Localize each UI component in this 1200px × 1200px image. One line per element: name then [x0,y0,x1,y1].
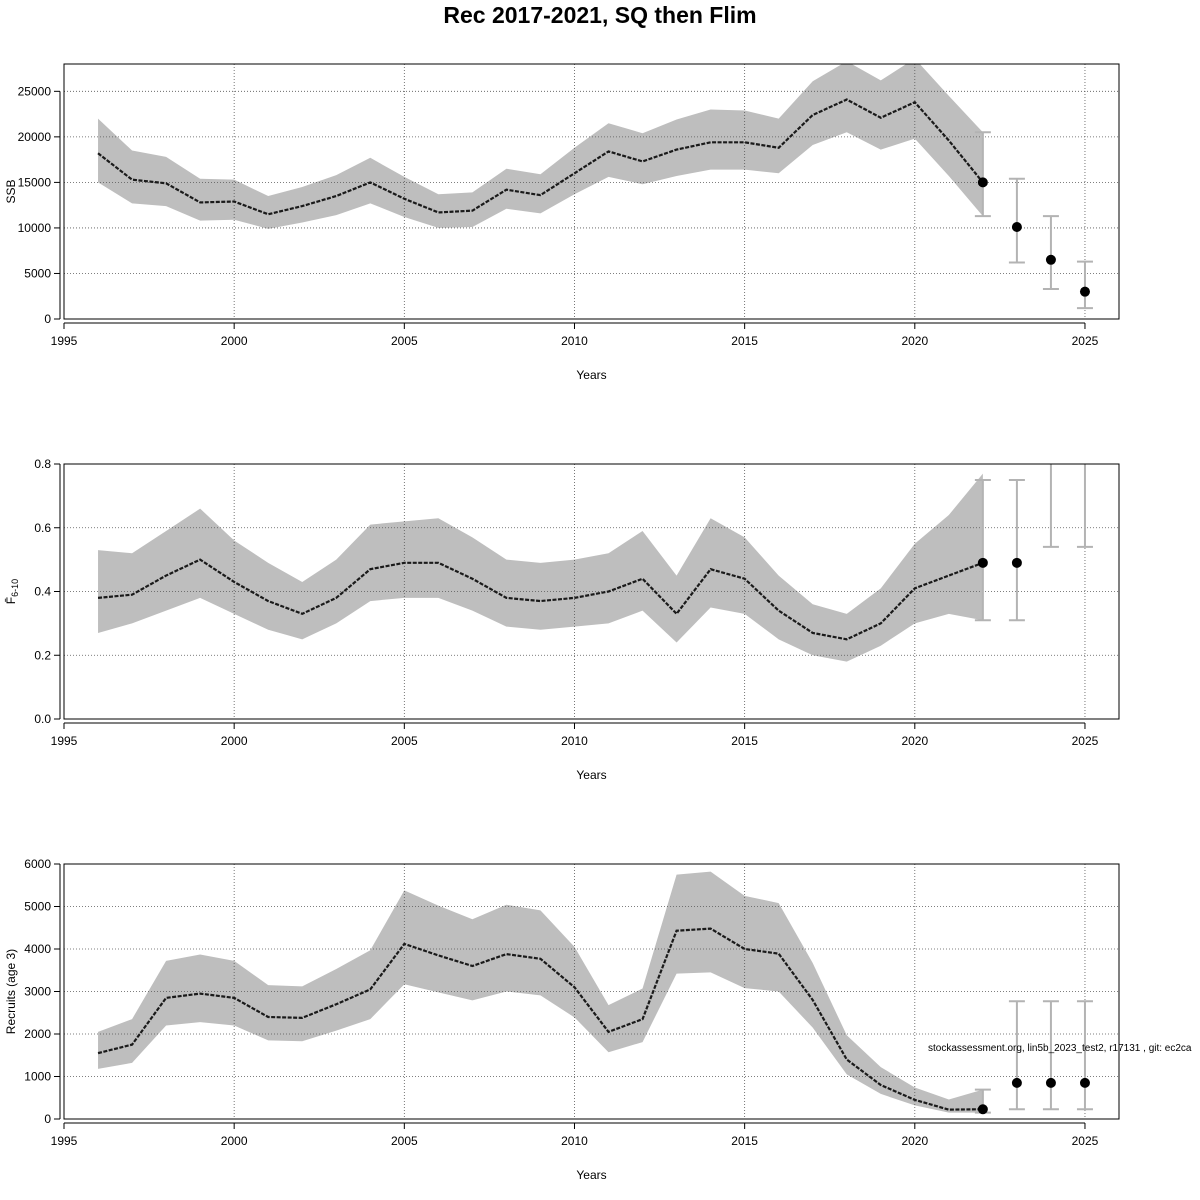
y-axis-label: Recruits (age 3) [4,949,18,1034]
x-axis-label: Years [576,768,606,782]
x-axis-label: Years [576,368,606,382]
y-axis: 0.0 0.2 0.4 0.6 0.8 F̄6-10 [4,457,61,726]
y-tick-label: 5000 [24,900,51,914]
forecast-errorbar [1076,464,1093,548]
plot-area [64,464,1119,719]
x-tick-label: 2015 [731,334,758,348]
x-axis: 1995 2000 2005 2010 2015 2020 2025 Years [51,322,1099,382]
y-axis-label-main: F̄ [4,597,18,604]
y-axis-label: F̄6-10 [4,579,20,604]
y-axis-label-main: SSB [4,179,18,203]
y-axis-label-main: Recruits (age 3) [4,949,18,1034]
recruits-panel: 1995 2000 2005 2010 2015 2020 2025 Years 0 1000 20… [4,857,1120,1182]
x-tick-label: 2005 [391,734,418,748]
forecast-point [1079,1077,1090,1088]
y-tick-label: 6000 [24,857,51,871]
x-axis: 1995 2000 2005 2010 2015 2020 2025 Years [51,722,1099,782]
y-tick-label: 2000 [24,1027,51,1041]
x-tick-label: 2010 [561,734,588,748]
forecast-errorbar [974,478,991,622]
y-tick-label: 0.0 [34,712,51,726]
y-axis-label-subscript: 6-10 [10,579,20,597]
x-tick-label: 2010 [561,1134,588,1148]
x-tick-label: 2000 [221,334,248,348]
x-tick-label: 1995 [51,1134,78,1148]
confidence-band [98,64,983,229]
forecast-errorbar [1076,260,1093,310]
x-tick-label: 2025 [1072,734,1099,748]
forecast-errorbar [1042,1000,1059,1111]
forecast-point [1045,1077,1056,1088]
forecast-point [1011,222,1022,233]
y-tick-label: 0 [44,312,51,326]
forecast-point [977,1104,988,1115]
y-tick-label: 0.2 [34,648,51,662]
forecast-point [1011,1077,1022,1088]
forecast-point [977,557,988,568]
x-tick-label: 2020 [901,334,928,348]
x-tick-label: 1995 [51,734,78,748]
estimate-line [97,98,984,216]
plot-area [64,64,1119,319]
y-axis-label: SSB [4,179,18,203]
chart-title: Rec 2017-2021, SQ then Flim [443,2,757,28]
forecast-errorbar [1008,478,1025,622]
y-tick-label: 3000 [24,985,51,999]
y-tick-label: 0.8 [34,457,51,471]
ssb-panel: 1995 2000 2005 2010 2015 2020 2025 Years 0 5000 10… [4,63,1120,382]
estimate-line [97,927,983,1111]
x-tick-label: 2015 [731,734,758,748]
forecast-point [1045,254,1056,265]
y-axis: 0 5000 10000 15000 20000 25000 SSB [4,84,61,326]
forecast-errorbar [1042,215,1059,290]
forecast-point [977,177,988,188]
y-tick-label: 0 [44,1112,51,1126]
y-tick-label: 0.4 [34,585,51,599]
y-tick-label: 25000 [18,84,52,98]
fishing-mortality-panel: 1995 2000 2005 2010 2015 2020 2025Years0.00.20… [4,457,1120,782]
plot-area [64,864,1119,1119]
x-tick-label: 2000 [221,734,248,748]
x-axis: 1995 2000 2005 2010 2015 2020 2025 Years [51,1122,1099,1182]
plot-frame [63,463,1120,720]
y-tick-label: 10000 [18,221,52,235]
plot-frame [63,863,1120,1120]
x-axis-label: Years [576,1168,606,1182]
forecast-errorbar [1008,177,1025,264]
x-tick-label: 2025 [1072,334,1099,348]
x-tick-label: 1995 [51,334,78,348]
y-tick-label: 20000 [18,130,52,144]
x-tick-label: 2005 [391,1134,418,1148]
confidence-band [98,871,983,1113]
x-tick-label: 2015 [731,1134,758,1148]
x-tick-label: 2000 [221,1134,248,1148]
y-tick-label: 15000 [18,175,52,189]
y-tick-label: 0.6 [34,521,51,535]
forecast-errorbar [1008,1000,1025,1111]
plot-frame [63,63,1120,320]
forecast-errorbar [1076,1000,1093,1111]
estimate-line [97,558,984,641]
x-tick-label: 2020 [901,1134,928,1148]
forecast-point [1011,557,1022,568]
forecast-errorbar [974,131,991,218]
x-tick-label: 2005 [391,334,418,348]
y-axis: 0 1000 2000 3000 4000 5000 6000 Recruits (age 3… [4,857,61,1126]
forecast-errorbar [1042,464,1059,548]
x-tick-label: 2020 [901,734,928,748]
y-tick-label: 4000 [24,942,51,956]
x-tick-label: 2010 [561,334,588,348]
y-tick-label: 5000 [24,266,51,280]
x-tick-label: 2025 [1072,1134,1099,1148]
watermark: stockassessment.org, lin5b_2023_test2, r… [928,1043,1192,1054]
confidence-band [98,473,983,662]
y-tick-label: 1000 [24,1070,51,1084]
forecast-point [1079,286,1090,297]
